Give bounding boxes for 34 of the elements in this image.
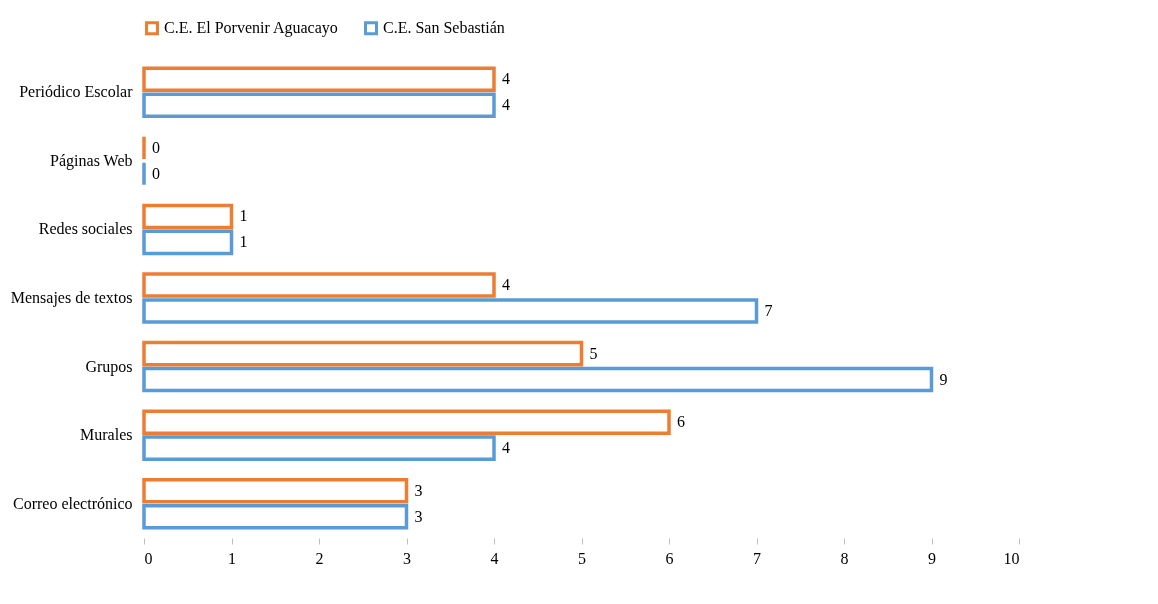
x-tick-label: 7 [753,549,761,567]
y-tick-label: Mensajes de textos [10,289,133,307]
y-tick-label: Periódico Escolar [19,83,134,101]
y-tick-label: Murales [80,426,133,444]
data-label: 0 [152,138,160,156]
legend-label: C.E. San Sebastián [383,19,505,37]
x-tick-label: 3 [403,549,411,567]
x-tick-label: 0 [144,549,153,567]
x-tick-label: 9 [928,549,936,567]
data-label: 4 [502,70,510,88]
data-label: 3 [414,481,423,499]
x-tick-label: 8 [840,549,849,567]
data-label: 7 [764,301,773,319]
data-label: 4 [502,439,510,457]
data-label: 0 [152,164,160,182]
legend-label: C.E. El Porvenir Aguacayo [164,19,338,38]
data-label: 1 [239,233,248,251]
data-label: 3 [414,507,423,525]
x-tick-label: 5 [578,549,586,567]
data-label: 4 [502,96,510,114]
data-label: 4 [502,276,510,294]
x-tick-label: 10 [1003,549,1020,567]
x-tick-label: 1 [228,549,236,567]
data-label: 1 [239,207,248,225]
x-tick-label: 4 [490,549,499,567]
x-tick-label: 2 [315,549,324,567]
y-tick-label: Redes sociales [38,220,133,238]
data-label: 6 [677,413,685,431]
data-label: 9 [939,370,948,388]
data-label: 5 [589,344,598,362]
y-tick-label: Páginas Web [50,151,133,170]
y-tick-label: Correo electrónico [13,494,133,512]
y-tick-label: Grupos [85,357,133,376]
x-tick-label: 6 [665,549,674,567]
